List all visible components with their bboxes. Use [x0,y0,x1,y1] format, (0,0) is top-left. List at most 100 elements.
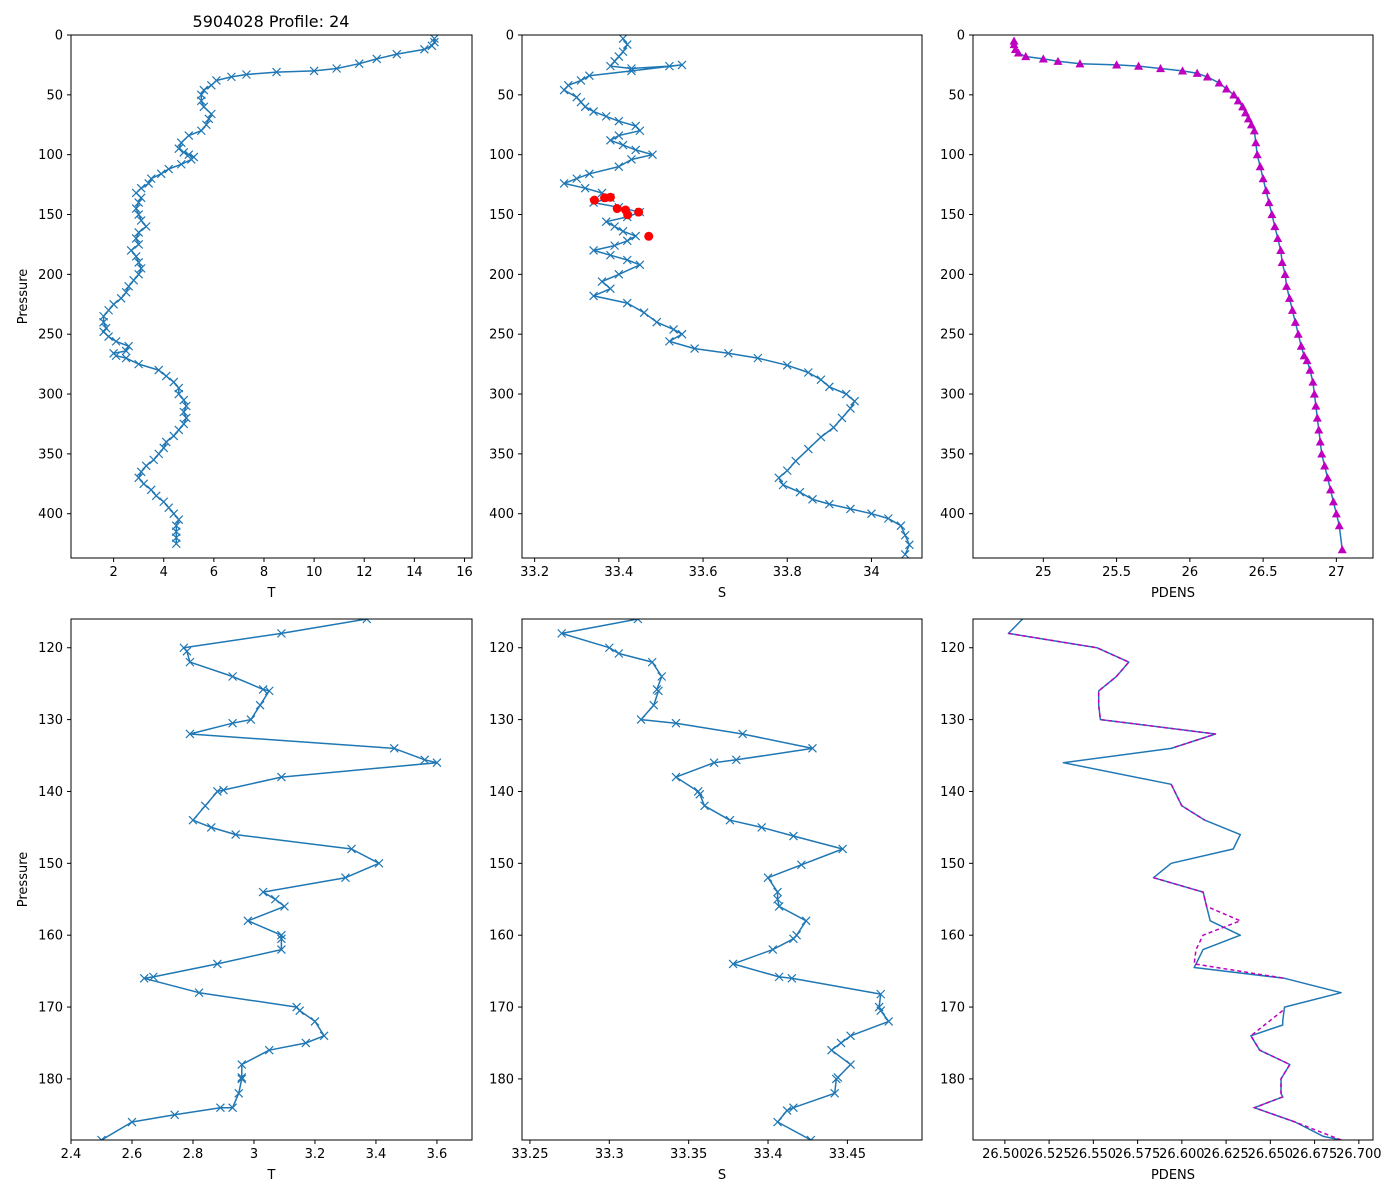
series-line [1007,619,1342,1140]
data-point-marker [164,164,174,174]
data-point-triangle [1290,317,1300,326]
data-point-triangle [1258,174,1268,183]
data-point-marker [738,729,748,739]
data-point-triangle [1312,413,1322,422]
y-tick-label: 50 [497,88,514,103]
x-tick-label: 2.6 [122,1147,143,1162]
data-point-marker [774,902,784,911]
x-tick-label: 3.6 [427,1147,448,1162]
data-point-triangle [1214,78,1224,87]
data-point-marker [188,815,198,825]
data-point-triangle [1284,293,1294,302]
data-point-marker [319,1031,329,1041]
x-tick-label: 3 [250,1147,258,1162]
data-point-triangle [1192,68,1202,77]
data-point-marker [255,700,265,710]
data-point-marker [206,109,216,119]
y-tick-label: 170 [489,1001,514,1016]
data-point-triangle [1221,84,1231,93]
y-tick-label: 150 [38,857,63,872]
x-tick-label: 26.525 [1026,1147,1072,1162]
data-point-marker [677,60,687,70]
data-point-marker [154,449,164,459]
data-point-triangle [1238,102,1248,111]
data-point-marker [131,204,141,213]
data-point-marker [782,360,792,370]
data-point-marker [808,743,817,753]
data-point-marker [876,989,886,999]
data-point-triangle [1249,126,1259,135]
panel-temperature-zoom: 2.4 2.6 2.8 3 3.2 3.4 3.6 120 130 140 150 160 170 180… [16,618,473,1183]
y-tick-label: 400 [38,507,63,522]
data-point-triangle [1308,377,1318,386]
y-tick-label: 200 [940,268,965,283]
data-point-marker [605,284,615,294]
data-point-marker [731,755,741,765]
flagged-point [623,210,633,220]
x-tick-label: 26.700 [1336,1147,1382,1162]
data-point-marker [131,234,141,243]
data-point-marker [159,443,169,453]
data-point-marker [374,858,384,868]
y-tick-label: 150 [489,857,514,872]
y-tick-label: 160 [940,929,965,944]
data-point-triangle [1282,281,1292,290]
data-point-marker [181,413,191,423]
x-tick-label: 25 [1035,565,1052,580]
panel-density-full: 25 25.5 26 26.5 27 0 50 100 150 200 250 300 350 400 PD… [940,29,1374,601]
y-tick-label: 0 [957,29,965,44]
data-point-triangle [1243,114,1253,123]
data-point-marker [169,509,179,519]
data-point-marker [801,916,811,926]
panel-salinity-full: 33.2 33.4 33.6 33.8 34 0 50 100 150 200 250 300 350 4… [489,29,923,601]
data-point-marker [372,54,382,64]
data-point-marker [614,131,624,140]
data-point-marker [295,1006,305,1016]
data-point-triangle [1229,90,1239,99]
y-tick-label: 0 [506,29,514,44]
x-tick-label: 2.8 [183,1147,204,1162]
y-tick-label: 50 [948,88,965,103]
y-tick-label: 350 [489,447,514,462]
y-tick-label: 120 [38,641,63,656]
data-point-marker [149,455,159,465]
panel-salinity-zoom: 33.25 33.3 33.35 33.4 33.45 120 130 140 150 160 17… [489,618,923,1183]
data-point-triangle [1315,437,1325,446]
data-point-marker [824,499,834,509]
data-point-marker [134,210,144,219]
y-tick-label: 200 [38,268,63,283]
data-point-marker [234,1088,244,1098]
data-point-marker [246,715,256,725]
data-point-marker [169,431,179,441]
data-layer [557,619,894,1140]
x-tick-label: 25.5 [1102,565,1131,580]
data-point-marker [185,729,195,739]
data-point-triangle [1323,473,1333,482]
data-point-marker [228,718,238,728]
data-point-marker [631,145,641,155]
x-tick-label: 26.5 [1249,565,1278,580]
data-point-marker [654,686,663,696]
data-point-marker [276,628,286,638]
data-point-marker [136,216,146,225]
data-point-marker [212,959,222,969]
data-point-marker [136,193,146,203]
data-point-marker [134,269,144,279]
data-point-triangle [1277,257,1287,266]
x-tick-label: 26.650 [1248,1147,1294,1162]
panel-temperature-full: 2 4 6 8 10 12 14 16 0 50 100 150 200 250 300 350 400 T Pre… [16,29,473,602]
data-point-marker [605,135,615,145]
data-point-marker [99,317,109,327]
data-point-triangle [1021,52,1031,61]
data-point-marker [270,894,280,904]
data-point-marker [614,116,624,126]
data-point-marker [341,873,350,883]
data-point-marker [773,1117,782,1127]
data-point-marker [186,155,196,164]
y-tick-label: 130 [38,713,63,728]
y-tick-label: 350 [38,447,63,462]
data-point-marker [228,672,238,681]
data-point-marker [134,359,144,369]
data-point-marker [657,672,667,681]
